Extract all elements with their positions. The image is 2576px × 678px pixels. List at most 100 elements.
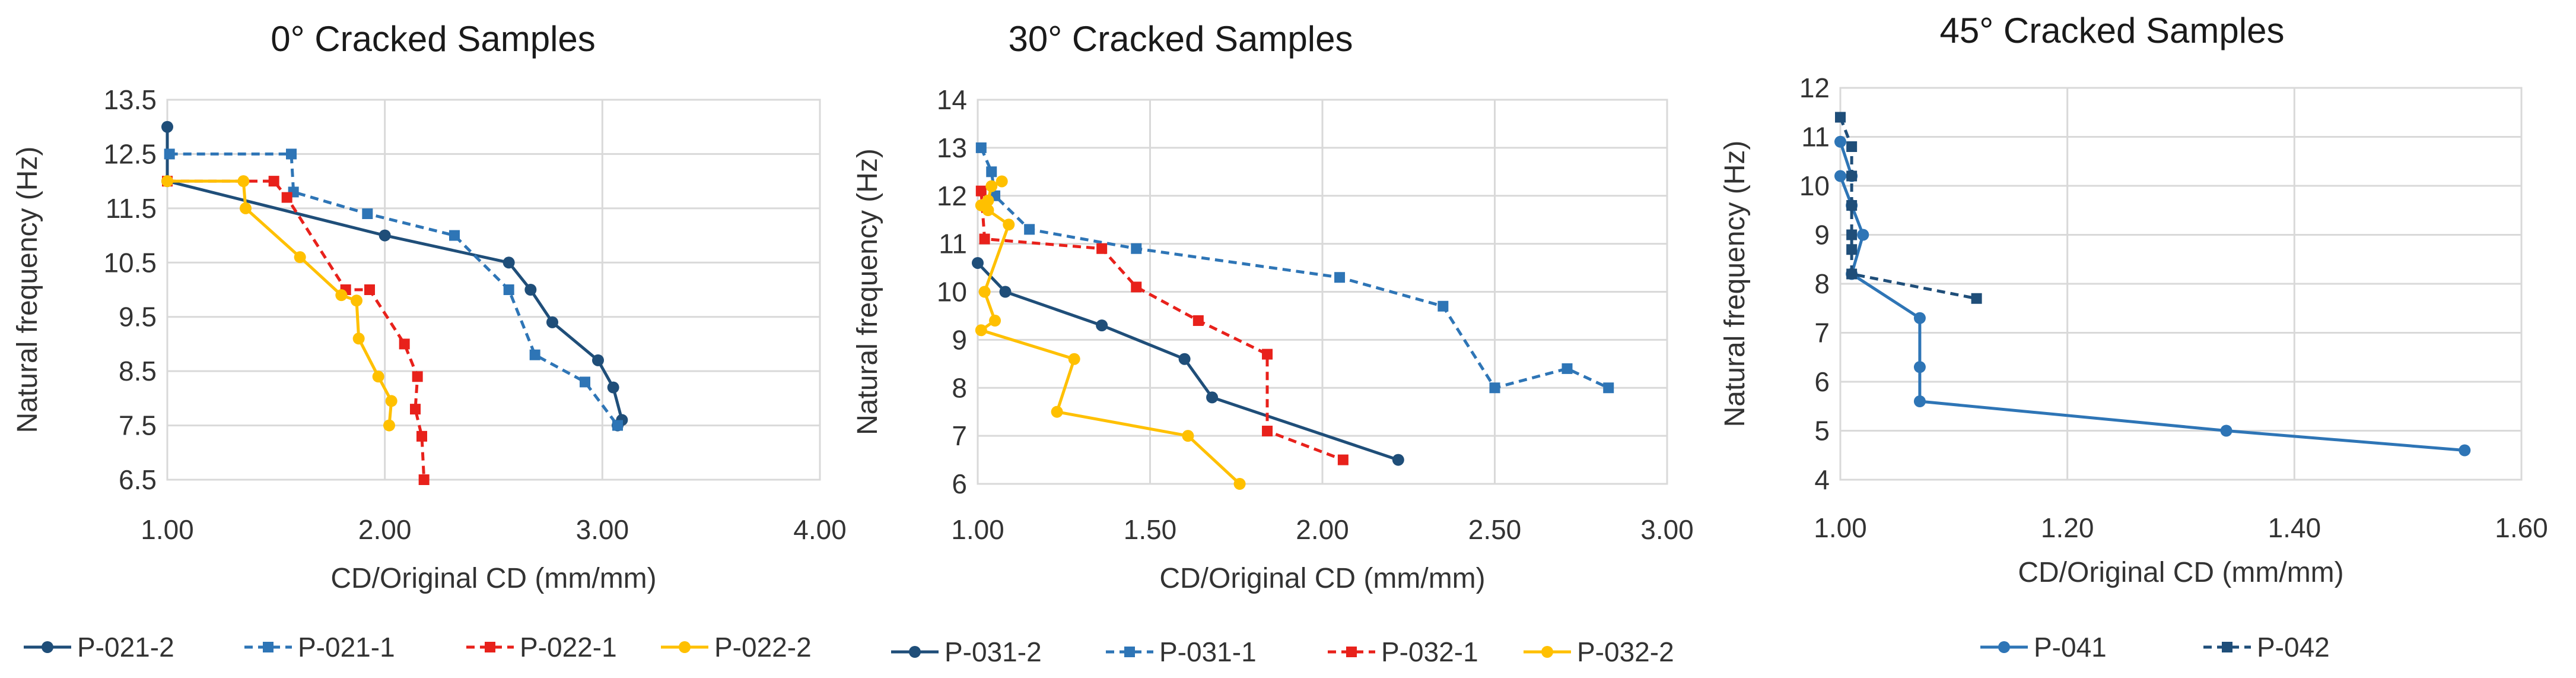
data-point xyxy=(379,229,391,242)
legend-label: P-022-1 xyxy=(520,632,617,663)
series-line xyxy=(169,152,619,427)
data-point xyxy=(1003,218,1015,231)
y-tick-label: 8.5 xyxy=(119,356,157,386)
legend-label: P-022-2 xyxy=(714,632,812,663)
data-point xyxy=(529,349,540,360)
data-point xyxy=(1024,224,1035,235)
data-point xyxy=(364,284,375,295)
data-point xyxy=(2459,444,2471,457)
data-point xyxy=(985,180,998,192)
data-point xyxy=(399,338,410,350)
data-point xyxy=(986,166,997,178)
series-line xyxy=(979,180,1241,485)
legend-marker xyxy=(1346,647,1357,657)
x-tick-label: 2.50 xyxy=(1468,514,1522,545)
data-point xyxy=(335,289,348,302)
data-point xyxy=(1096,243,1108,254)
data-point xyxy=(975,185,987,197)
series-line xyxy=(979,147,1610,389)
data-point xyxy=(1192,315,1204,327)
y-axis-label: Natural frequency (Hz) xyxy=(852,148,883,435)
data-point xyxy=(161,121,173,133)
data-point xyxy=(1834,170,1846,182)
legend-label: P-031-1 xyxy=(1159,636,1257,667)
legend-label: P-032-2 xyxy=(1577,636,1674,667)
data-point xyxy=(996,175,1008,188)
series-line xyxy=(166,126,624,427)
data-point xyxy=(1561,363,1573,374)
y-tick-label: 9.5 xyxy=(119,302,157,332)
data-point xyxy=(524,284,537,296)
y-tick-label: 4 xyxy=(1814,464,1830,495)
series-line xyxy=(1839,116,1977,300)
y-tick-label: 13.5 xyxy=(103,84,157,115)
data-point xyxy=(281,192,292,203)
data-point xyxy=(240,202,252,214)
data-point xyxy=(418,474,430,485)
series-P-031-2 xyxy=(972,256,1404,466)
y-tick-label: 12 xyxy=(1799,72,1830,103)
data-point xyxy=(1068,353,1080,365)
data-point xyxy=(1334,272,1346,283)
data-point xyxy=(978,286,991,298)
series-P-031-1 xyxy=(975,142,1614,394)
data-point xyxy=(1971,293,1982,304)
x-tick-label: 4.00 xyxy=(793,514,847,545)
series-P-022-1 xyxy=(162,176,430,485)
data-point xyxy=(1233,478,1246,490)
y-tick-label: 5 xyxy=(1814,416,1830,446)
data-point xyxy=(268,176,279,187)
x-tick-label: 2.00 xyxy=(1296,514,1349,545)
data-point xyxy=(1913,312,1926,324)
data-point xyxy=(2220,424,2232,437)
chart-title: 45° Cracked Samples xyxy=(1940,11,2285,50)
legend-label: P-031-2 xyxy=(944,636,1042,667)
data-point xyxy=(972,256,984,269)
data-point xyxy=(612,420,623,431)
series-P-021-2 xyxy=(161,121,628,432)
data-point xyxy=(1846,268,1858,280)
legend-marker xyxy=(263,642,273,652)
legend-marker xyxy=(42,641,53,653)
series-P-022-2 xyxy=(161,175,397,432)
x-tick-label: 3.00 xyxy=(576,514,629,545)
x-axis-label: CD/Original CD (mm/mm) xyxy=(1159,563,1485,594)
y-tick-label: 8 xyxy=(1814,268,1830,299)
legend-marker xyxy=(909,646,921,658)
data-point xyxy=(975,324,987,337)
series-P-021-1 xyxy=(164,148,623,431)
y-tick-label: 10 xyxy=(937,277,967,308)
x-tick-label: 1.60 xyxy=(2495,512,2548,543)
legend-label: P-042 xyxy=(2257,632,2330,663)
y-tick-label: 11 xyxy=(939,229,967,259)
data-point xyxy=(975,142,987,153)
series-P-032-2 xyxy=(975,175,1246,490)
legend-marker xyxy=(485,642,495,652)
data-point xyxy=(1262,426,1273,437)
data-point xyxy=(1392,454,1404,466)
data-point xyxy=(1206,391,1219,404)
legend-entry: P-022-2 xyxy=(661,632,812,663)
series-P-042 xyxy=(1835,112,1982,304)
y-tick-label: 9 xyxy=(952,324,967,355)
data-point xyxy=(1182,430,1194,442)
data-point xyxy=(237,175,250,188)
y-tick-label: 6.5 xyxy=(119,464,157,495)
data-point xyxy=(449,230,460,241)
y-tick-label: 7 xyxy=(952,420,967,451)
data-point xyxy=(1846,141,1858,152)
x-tick-label: 1.00 xyxy=(1814,512,1867,543)
x-tick-label: 1.50 xyxy=(1124,514,1177,545)
legend-entry: P-031-1 xyxy=(1106,636,1257,667)
data-point xyxy=(416,430,427,442)
y-tick-label: 6 xyxy=(1814,366,1830,397)
data-point xyxy=(1262,348,1273,360)
data-point xyxy=(979,233,990,245)
data-point xyxy=(1913,361,1926,373)
data-point xyxy=(1178,353,1191,365)
y-tick-label: 10.5 xyxy=(103,247,157,278)
data-point xyxy=(1051,405,1063,418)
data-point xyxy=(1846,229,1858,240)
legend-marker xyxy=(1998,641,2010,653)
data-point xyxy=(1835,112,1846,123)
